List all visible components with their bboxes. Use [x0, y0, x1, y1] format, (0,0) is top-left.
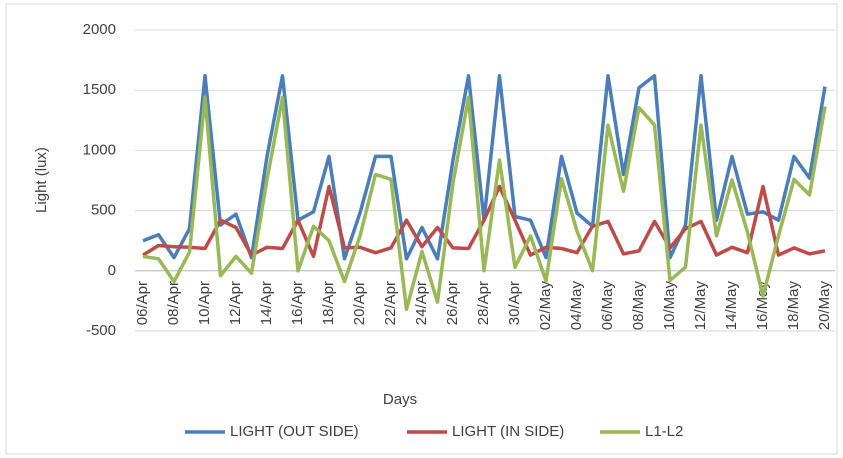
x-tick-label: 14/May [723, 281, 740, 331]
x-tick-label: 20/May [816, 281, 833, 331]
x-tick-label: 18/May [785, 281, 802, 331]
legend-label: LIGHT (IN SIDE) [452, 423, 564, 440]
x-tick-label: 14/Apr [258, 281, 275, 325]
x-tick-label: 16/Apr [289, 281, 306, 325]
legend-label: LIGHT (OUT SIDE) [230, 423, 359, 440]
y-tick-label: -500 [86, 322, 116, 339]
y-tick-label: 1000 [83, 141, 116, 158]
y-tick-label: 500 [91, 202, 116, 219]
x-axis-title: Days [383, 391, 417, 408]
x-tick-label: 18/Apr [320, 281, 337, 325]
x-tick-label: 28/Apr [475, 281, 492, 325]
x-tick-label: 12/Apr [227, 281, 244, 325]
x-tick-label: 06/May [599, 281, 616, 331]
x-tick-label: 16/May [754, 281, 771, 331]
x-tick-label: 10/May [661, 281, 678, 331]
y-tick-label: 0 [108, 262, 116, 279]
x-tick-label: 26/Apr [444, 281, 461, 325]
x-tick-label: 30/Apr [506, 281, 523, 325]
y-axis-title: Light (lux) [33, 147, 50, 213]
x-tick-label: 08/May [630, 281, 647, 331]
y-tick-label: 1500 [83, 81, 116, 98]
x-tick-label: 04/May [568, 281, 585, 331]
x-tick-label: 08/Apr [165, 281, 182, 325]
x-tick-label: 24/Apr [413, 281, 430, 325]
y-tick-label: 2000 [83, 21, 116, 38]
x-tick-label: 22/Apr [382, 281, 399, 325]
x-tick-label: 12/May [692, 281, 709, 331]
x-tick-label: 10/Apr [196, 281, 213, 325]
series-line [142, 95, 827, 312]
x-tick-label: 02/May [537, 281, 554, 331]
x-tick-label: 06/Apr [134, 281, 151, 325]
x-tick-label: 20/Apr [351, 281, 368, 325]
legend-label: L1-L2 [645, 423, 683, 440]
